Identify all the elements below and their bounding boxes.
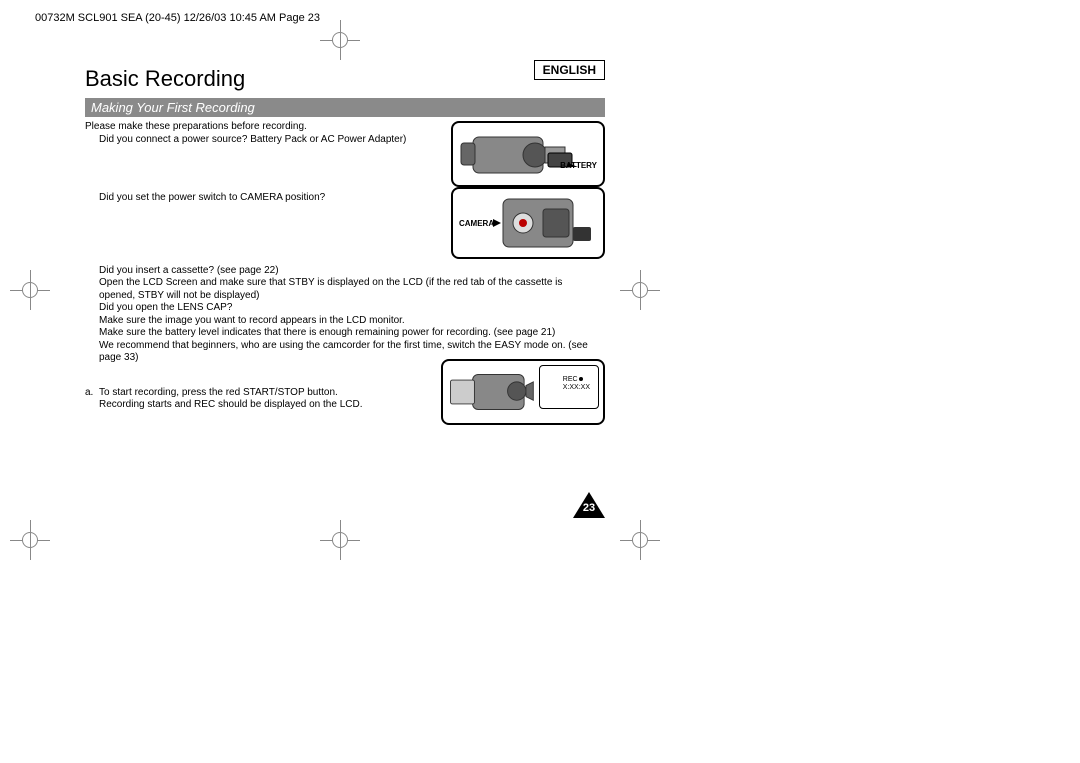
crop-mark xyxy=(10,270,50,310)
question-power: Did you connect a power source? Battery … xyxy=(99,134,435,147)
step-a: a. To start recording, press the red STA… xyxy=(85,387,435,412)
page-number: 23 xyxy=(581,502,597,514)
section-subtitle: Making Your First Recording xyxy=(85,98,605,117)
figure-camera-switch: CAMERA xyxy=(451,187,605,259)
crop-mark xyxy=(620,270,660,310)
figure-battery: BATTERY xyxy=(451,121,605,187)
crop-mark xyxy=(320,520,360,560)
camcorder-lcd-icon xyxy=(445,363,537,421)
language-label: ENGLISH xyxy=(534,60,605,80)
page-title: Basic Recording xyxy=(85,66,605,92)
instruction-text: Please make these preparations before re… xyxy=(85,121,435,412)
rec-text: REC xyxy=(563,376,578,383)
step-a-line1: To start recording, press the red START/… xyxy=(99,387,362,400)
step-letter: a. xyxy=(85,387,99,412)
crop-mark xyxy=(10,520,50,560)
battery-label: BATTERY xyxy=(560,161,597,171)
question-lenscap: Did you open the LENS CAP? xyxy=(99,302,435,315)
body-content: BATTERY CAMERA xyxy=(85,121,605,412)
lcd-screen: REC X:XX:XX xyxy=(539,365,599,409)
rec-indicator: REC X:XX:XX xyxy=(563,376,590,391)
camera-mode-label: CAMERA xyxy=(459,219,494,229)
figure-column: BATTERY CAMERA xyxy=(445,121,605,461)
step-a-line2: Recording starts and REC should be displ… xyxy=(99,399,362,412)
page-number-marker: 23 xyxy=(573,492,605,518)
question-switch: Did you set the power switch to CAMERA p… xyxy=(99,192,435,205)
print-header: 00732M SCL901 SEA (20-45) 12/26/03 10:45… xyxy=(35,12,320,24)
crop-mark xyxy=(320,20,360,60)
manual-page: ENGLISH Basic Recording Making Your Firs… xyxy=(85,60,605,412)
prep-intro: Please make these preparations before re… xyxy=(85,121,435,134)
question-cassette: Did you insert a cassette? (see page 22) xyxy=(99,265,435,278)
figure-recording: REC X:XX:XX xyxy=(441,359,605,425)
rec-dot-icon xyxy=(579,377,583,381)
camcorder-icon xyxy=(453,123,603,185)
crop-mark xyxy=(620,520,660,560)
rec-time: X:XX:XX xyxy=(563,384,590,391)
